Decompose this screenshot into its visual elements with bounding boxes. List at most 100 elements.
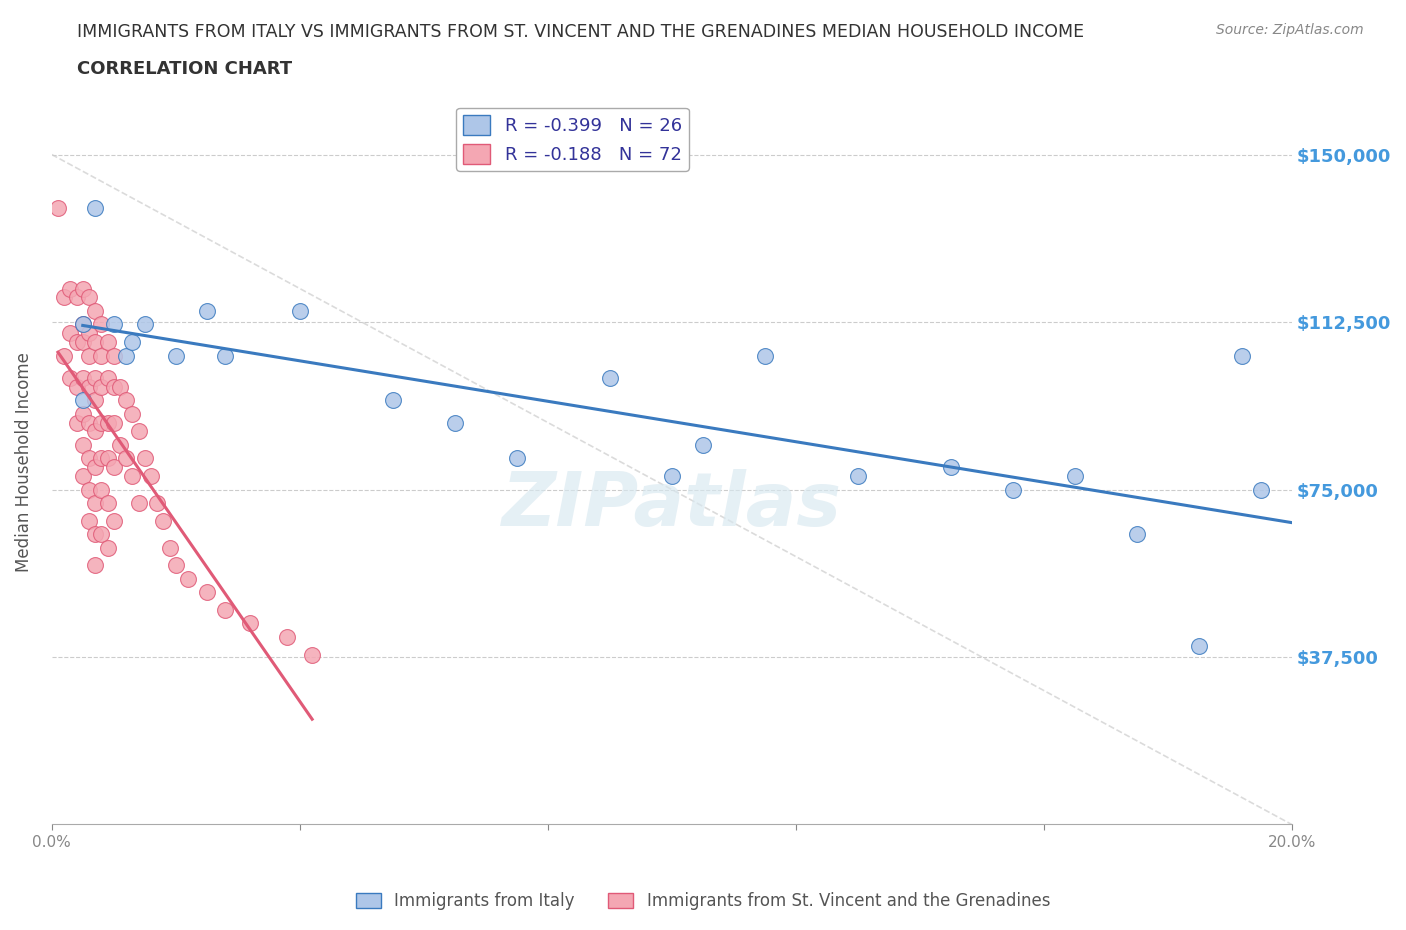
Point [96, 415, 118, 430]
Point [288, 303, 311, 318]
Point [96, 540, 118, 555]
Point [103, 459, 125, 474]
Point [103, 317, 125, 332]
Point [115, 451, 138, 466]
Point [103, 379, 125, 394]
Point [77, 513, 100, 528]
Point [84, 201, 107, 216]
Point [77, 348, 100, 363]
Point [139, 469, 162, 484]
Point [59, 370, 82, 385]
Point [53, 290, 76, 305]
Point [214, 348, 236, 363]
Point [661, 469, 683, 484]
Point [65, 335, 87, 350]
Point [84, 392, 107, 407]
Point [103, 513, 125, 528]
Point [96, 370, 118, 385]
Point [121, 469, 143, 484]
Point [59, 326, 82, 340]
Point [72, 392, 94, 407]
Point [72, 370, 94, 385]
Point [506, 451, 529, 466]
Point [90, 379, 112, 394]
Point [599, 370, 621, 385]
Point [754, 348, 776, 363]
Point [165, 348, 187, 363]
Point [72, 281, 94, 296]
Point [84, 496, 107, 511]
Point [103, 348, 125, 363]
Point [84, 303, 107, 318]
Point [77, 415, 100, 430]
Point [84, 424, 107, 439]
Point [46, 201, 69, 216]
Y-axis label: Median Household Income: Median Household Income [15, 352, 32, 572]
Point [301, 647, 323, 662]
Point [90, 317, 112, 332]
Point [59, 281, 82, 296]
Point [165, 558, 187, 573]
Point [177, 571, 200, 586]
Point [146, 496, 169, 511]
Text: IMMIGRANTS FROM ITALY VS IMMIGRANTS FROM ST. VINCENT AND THE GRENADINES MEDIAN H: IMMIGRANTS FROM ITALY VS IMMIGRANTS FROM… [77, 23, 1084, 41]
Point [115, 348, 138, 363]
Point [159, 540, 181, 555]
Point [195, 303, 218, 318]
Point [134, 317, 156, 332]
Point [96, 451, 118, 466]
Point [72, 406, 94, 421]
Point [103, 415, 125, 430]
Legend: R = -0.399   N = 26, R = -0.188   N = 72: R = -0.399 N = 26, R = -0.188 N = 72 [456, 108, 689, 171]
Point [1001, 482, 1024, 497]
Point [77, 379, 100, 394]
Text: Source: ZipAtlas.com: Source: ZipAtlas.com [1216, 23, 1364, 37]
Point [84, 558, 107, 573]
Point [84, 459, 107, 474]
Point [276, 630, 298, 644]
Point [381, 392, 404, 407]
Point [108, 379, 131, 394]
Point [84, 526, 107, 541]
Point [195, 585, 218, 600]
Text: CORRELATION CHART: CORRELATION CHART [77, 60, 292, 78]
Point [72, 335, 94, 350]
Point [90, 348, 112, 363]
Point [239, 616, 262, 631]
Point [77, 482, 100, 497]
Point [1063, 469, 1085, 484]
Point [65, 379, 87, 394]
Point [96, 335, 118, 350]
Point [128, 496, 150, 511]
Point [77, 451, 100, 466]
Point [84, 335, 107, 350]
Point [90, 415, 112, 430]
Point [90, 451, 112, 466]
Point [1250, 482, 1272, 497]
Point [77, 326, 100, 340]
Point [214, 603, 236, 618]
Text: ZIPatlas: ZIPatlas [502, 469, 842, 541]
Point [128, 424, 150, 439]
Point [72, 317, 94, 332]
Point [115, 392, 138, 407]
Point [108, 437, 131, 452]
Point [84, 370, 107, 385]
Point [53, 348, 76, 363]
Point [939, 459, 962, 474]
Point [90, 526, 112, 541]
Point [121, 335, 143, 350]
Point [72, 437, 94, 452]
Point [152, 513, 174, 528]
Point [90, 482, 112, 497]
Point [1188, 638, 1211, 653]
Point [65, 290, 87, 305]
Point [846, 469, 869, 484]
Point [1230, 348, 1253, 363]
Legend: Immigrants from Italy, Immigrants from St. Vincent and the Grenadines: Immigrants from Italy, Immigrants from S… [349, 885, 1057, 917]
Point [121, 406, 143, 421]
Point [65, 415, 87, 430]
Point [77, 290, 100, 305]
Point [72, 469, 94, 484]
Point [134, 451, 156, 466]
